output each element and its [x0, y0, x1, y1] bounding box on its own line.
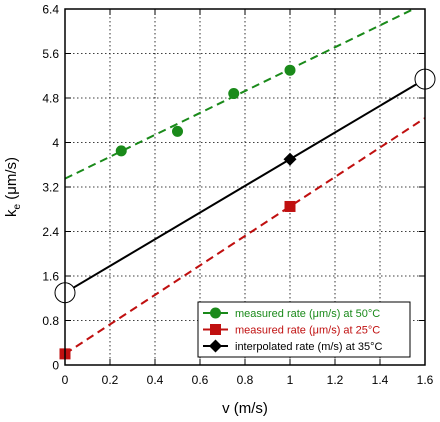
x-axis-label: v (m/s) [222, 400, 268, 417]
y-tick-label: 2.4 [42, 225, 59, 239]
data-point-series-2 [283, 152, 297, 166]
y-tick-label: 6.4 [42, 3, 59, 17]
x-tick-labels: 0 0.2 0.4 0.6 0.8 1 1.2 1.4 1.6 [62, 373, 434, 387]
x-tick-label: 0.2 [102, 373, 119, 387]
data-point-series-0 [284, 64, 296, 76]
y-tick-label: 4.8 [42, 92, 59, 106]
legend: measured rate (μm/s) at 50°C measured rat… [197, 301, 411, 358]
series-lines [64, 8, 426, 355]
y-tick-label: 5.6 [42, 47, 59, 61]
y-tick-label: 0 [52, 359, 59, 373]
legend-label-0: measured rate (μm/s) at 50°C [235, 308, 380, 320]
x-tick-label: 0 [62, 373, 69, 387]
x-tick-label: 1.2 [327, 373, 344, 387]
y-axis-label-main: k [3, 209, 20, 217]
x-tick-label: 1.4 [372, 373, 389, 387]
y-tick-label: 0.8 [42, 314, 59, 328]
y-tick-labels: 0 0.8 1.6 2.4 3.2 4 4.8 5.6 6.4 [42, 3, 59, 373]
y-tick-label: 1.6 [42, 270, 59, 284]
data-point-series-1 [284, 200, 296, 212]
legend-marker-2 [209, 339, 222, 353]
y-tick-label: 4 [52, 136, 59, 150]
legend-marker-0 [210, 307, 221, 319]
data-point-series-0 [115, 145, 127, 157]
axis-ticks [64, 8, 426, 366]
x-tick-label: 0.4 [147, 373, 164, 387]
fit-line-2 [64, 78, 426, 294]
legend-box [197, 301, 411, 358]
y-tick-label: 3.2 [42, 181, 59, 195]
svg-text:ke (μm/s): ke (μm/s) [3, 157, 23, 217]
fit-line-1 [64, 117, 426, 355]
y-axis-label-subscript: e [12, 204, 23, 210]
data-point-series-0 [172, 125, 183, 137]
data-point-series-0 [228, 88, 240, 100]
legend-label-2: interpolated rate (m/s) at 35°C [235, 341, 383, 353]
x-tick-label: 1.6 [417, 373, 434, 387]
x-tick-label: 1 [287, 373, 294, 387]
y-axis-label: ke (μm/s) [3, 157, 23, 217]
y-axis-label-unit: (μm/s) [3, 157, 20, 204]
x-tick-label: 0.6 [192, 373, 209, 387]
legend-marker-1 [210, 324, 221, 335]
x-tick-label: 0.8 [237, 373, 254, 387]
legend-entries: measured rate (μm/s) at 50°C measured rat… [203, 307, 383, 353]
legend-label-1: measured rate (μm/s) at 25°C [235, 325, 380, 337]
